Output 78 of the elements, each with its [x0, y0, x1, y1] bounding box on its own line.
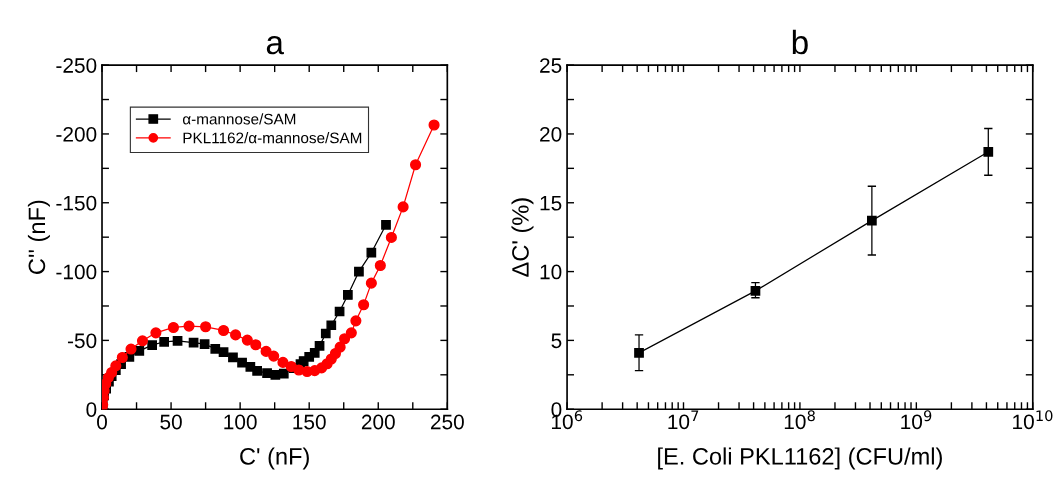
point — [228, 352, 238, 363]
point — [116, 351, 128, 364]
legend-label: PKL1162/α-mannose/SAM — [183, 132, 362, 144]
x-tick-label: 200 — [361, 414, 395, 430]
point — [230, 329, 242, 341]
y-tick-label: -50 — [67, 333, 97, 349]
y-tick-label: -150 — [56, 195, 97, 211]
point — [326, 320, 337, 331]
point — [343, 290, 353, 300]
point — [136, 335, 149, 347]
point — [277, 356, 289, 368]
point — [167, 321, 179, 334]
x-axis-title: C' (nF) — [240, 447, 309, 470]
point — [218, 347, 229, 357]
chart-title: a — [266, 36, 284, 55]
y-tick-label: 5 — [551, 333, 562, 349]
point — [334, 341, 346, 353]
point — [210, 343, 221, 354]
x-axis-title: [E. Coli PKL1162] (CFU/ml) — [658, 447, 942, 470]
point — [150, 327, 162, 339]
point — [159, 336, 170, 347]
point — [867, 215, 877, 226]
legend-label: α-mannose/SAM — [182, 113, 296, 125]
x-tick-label: 10$^{9}$ — [901, 410, 932, 430]
y-tick-label: 15 — [540, 195, 562, 211]
y-tick-label: -100 — [56, 264, 97, 280]
point — [241, 334, 253, 346]
point — [183, 320, 195, 332]
point — [278, 368, 289, 379]
point — [188, 337, 199, 348]
point — [397, 201, 409, 213]
point — [358, 299, 370, 311]
x-tick-label: 10$^{10}$ — [1013, 410, 1053, 430]
point — [314, 341, 325, 351]
point — [110, 360, 122, 372]
point — [385, 231, 397, 243]
point — [428, 119, 440, 131]
point — [200, 321, 212, 333]
point — [268, 350, 280, 362]
chart-title: b — [792, 29, 808, 55]
x-tick-label: 10$^{7}$ — [668, 410, 699, 430]
point — [345, 327, 357, 339]
x-tick-label: 50 — [160, 414, 182, 430]
x-tick-label: 250 — [430, 414, 464, 430]
point — [218, 324, 230, 337]
point — [252, 365, 262, 376]
point — [250, 339, 262, 351]
y-tick-label: 25 — [540, 58, 562, 73]
point — [983, 146, 994, 157]
point — [172, 335, 183, 346]
y-axis-title: C'' (nF) — [27, 200, 50, 274]
point — [320, 328, 331, 339]
point — [260, 345, 272, 357]
y-tick-label: -200 — [56, 126, 97, 142]
point — [750, 285, 761, 296]
point — [381, 219, 391, 230]
point — [262, 368, 272, 379]
point — [366, 247, 377, 258]
point — [350, 315, 362, 327]
point — [634, 347, 644, 358]
y-tick-label: -250 — [56, 58, 97, 73]
x-tick-label: 150 — [293, 414, 326, 430]
point — [374, 259, 386, 272]
x-tick-label: 10$^{8}$ — [784, 410, 815, 430]
point — [147, 340, 158, 350]
x-tick-label: 0 — [97, 414, 107, 430]
point — [354, 266, 364, 277]
point — [409, 159, 422, 171]
y-tick-label: 20 — [540, 126, 562, 142]
y-axis-title: ΔC' (%) — [511, 198, 534, 277]
point — [270, 369, 281, 380]
point — [134, 345, 145, 356]
point — [365, 277, 377, 289]
x-tick-label: 100 — [224, 414, 257, 430]
point — [125, 343, 137, 355]
point — [339, 333, 351, 345]
point — [199, 339, 210, 349]
y-tick-label: 10 — [540, 264, 562, 280]
